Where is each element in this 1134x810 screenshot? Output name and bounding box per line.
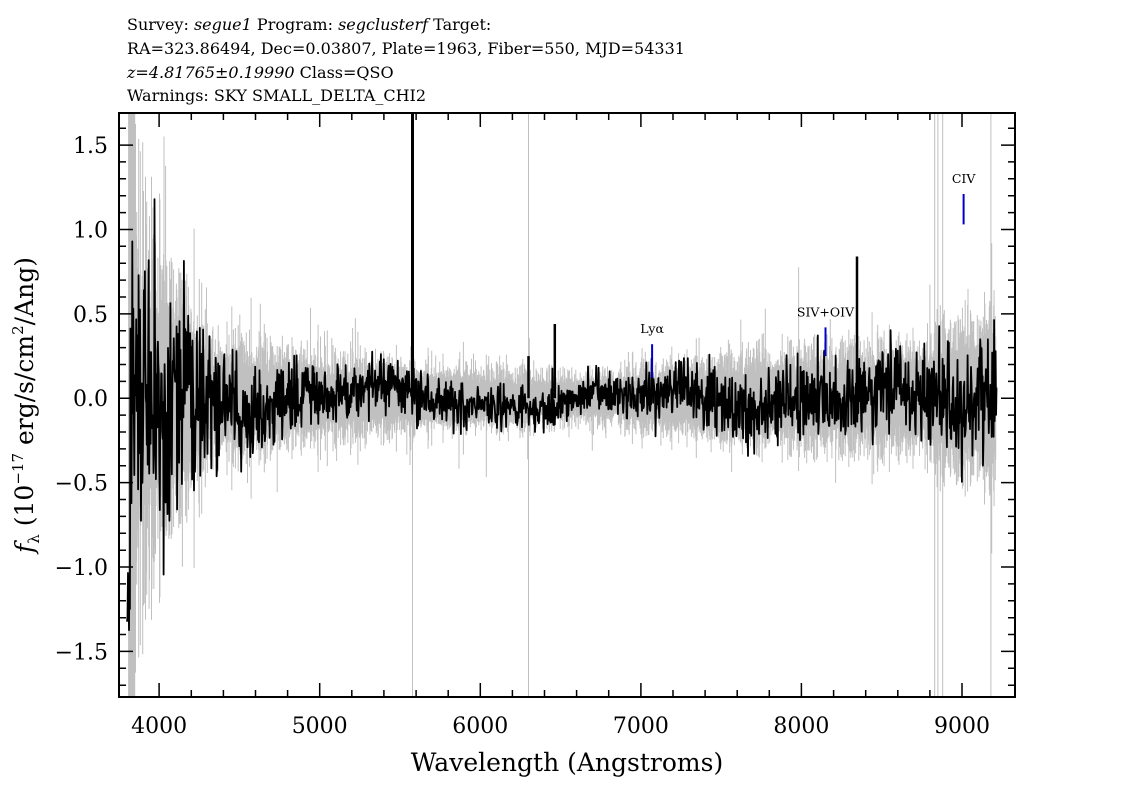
flux-curve [126, 198, 998, 631]
y-tick-label: −0.5 [55, 472, 108, 497]
y-tick-label: 0.5 [73, 303, 108, 328]
x-tick-labels: 4000 5000 6000 7000 8000 9000 [131, 714, 990, 739]
plot-frame [118, 112, 1016, 698]
y-tick-label: −1.0 [55, 556, 108, 581]
y-tick-label: 1.5 [73, 134, 108, 159]
line-markers: Lyα SIV+OIV CIV [640, 171, 976, 378]
header-redshift-line: z=4.81765±0.19990 Class=QSO [126, 63, 394, 82]
x-tick-label: 8000 [773, 714, 829, 739]
flux-series [126, 113, 998, 631]
x-tick-label: 4000 [131, 714, 187, 739]
line-label: Lyα [640, 321, 664, 336]
y-tick-label: 1.0 [73, 219, 108, 244]
tick-marks [119, 113, 1015, 697]
plot-area [126, 113, 998, 697]
y-tick-labels: 1.5 1.0 0.5 0.0 −0.5 −1.0 −1.5 [55, 134, 108, 665]
line-label: CIV [952, 171, 977, 186]
x-tick-label: 9000 [934, 714, 990, 739]
header-survey-line: Survey: segue1 Program: segclusterf Targ… [127, 15, 491, 34]
x-axis-label: Wavelength (Angstroms) [411, 748, 723, 777]
header-coords-line: RA=323.86494, Dec=0.03807, Plate=1963, F… [127, 39, 685, 58]
header-warnings-line: Warnings: SKY SMALL_DELTA_CHI2 [127, 86, 426, 105]
y-tick-label: −1.5 [55, 640, 108, 665]
axis-ticks [119, 113, 1015, 697]
x-tick-label: 7000 [613, 714, 669, 739]
line-label: SIV+OIV [797, 304, 855, 319]
y-axis-label: fλ (10−17 erg/s/cm2/Ang) [9, 257, 43, 555]
x-tick-label: 6000 [452, 714, 508, 739]
x-tick-label: 5000 [292, 714, 348, 739]
y-tick-label: 0.0 [73, 387, 108, 412]
